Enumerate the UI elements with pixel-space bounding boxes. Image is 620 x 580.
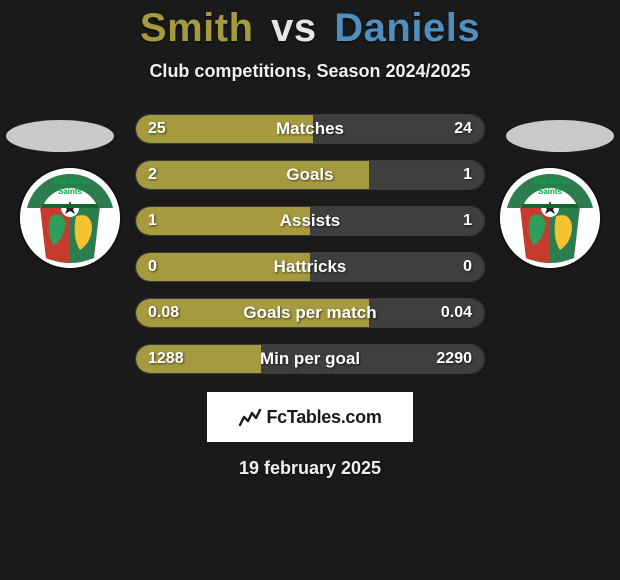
svg-text:The New: The New	[534, 177, 568, 186]
club-badge-icon: The New Saints	[20, 168, 120, 268]
stat-fill-right	[310, 253, 484, 281]
player2-name: Daniels	[334, 6, 480, 50]
stat-fill-left	[136, 299, 369, 327]
fctables-logo-icon	[238, 405, 262, 429]
stat-fill-right	[313, 115, 484, 143]
svg-text:The New: The New	[54, 177, 88, 186]
player2-oval	[506, 120, 614, 152]
date-text: 19 february 2025	[0, 458, 620, 479]
stat-fill-left	[136, 115, 313, 143]
stat-fill-left	[136, 207, 310, 235]
branding-text: FcTables.com	[266, 407, 381, 428]
svg-text:Saints: Saints	[58, 187, 83, 196]
subtitle: Club competitions, Season 2024/2025	[0, 61, 620, 82]
svg-text:Saints: Saints	[538, 187, 563, 196]
player1-club-badge: The New Saints	[20, 168, 120, 268]
stat-fill-right	[261, 345, 484, 373]
stat-fill-right	[369, 161, 484, 189]
stat-fill-right	[369, 299, 484, 327]
player2-club-badge: The New Saints	[500, 168, 600, 268]
stat-bars: 2524Matches 21Goals 11Assists 00Hattricks 0.…	[135, 114, 485, 390]
player1-oval	[6, 120, 114, 152]
stat-bar: 0.080.04Goals per match	[135, 298, 485, 328]
stat-bar: 21Goals	[135, 160, 485, 190]
branding-badge[interactable]: FcTables.com	[207, 392, 413, 442]
stat-fill-left	[136, 253, 310, 281]
stat-fill-left	[136, 345, 261, 373]
stat-fill-left	[136, 161, 369, 189]
vs-text: vs	[271, 6, 317, 50]
stat-fill-right	[310, 207, 484, 235]
stat-bar: 00Hattricks	[135, 252, 485, 282]
stat-bar: 12882290Min per goal	[135, 344, 485, 374]
stat-bar: 11Assists	[135, 206, 485, 236]
stat-bar: 2524Matches	[135, 114, 485, 144]
club-badge-icon: The New Saints	[500, 168, 600, 268]
comparison-title: Smith vs Daniels	[0, 0, 620, 51]
player1-name: Smith	[140, 6, 254, 50]
